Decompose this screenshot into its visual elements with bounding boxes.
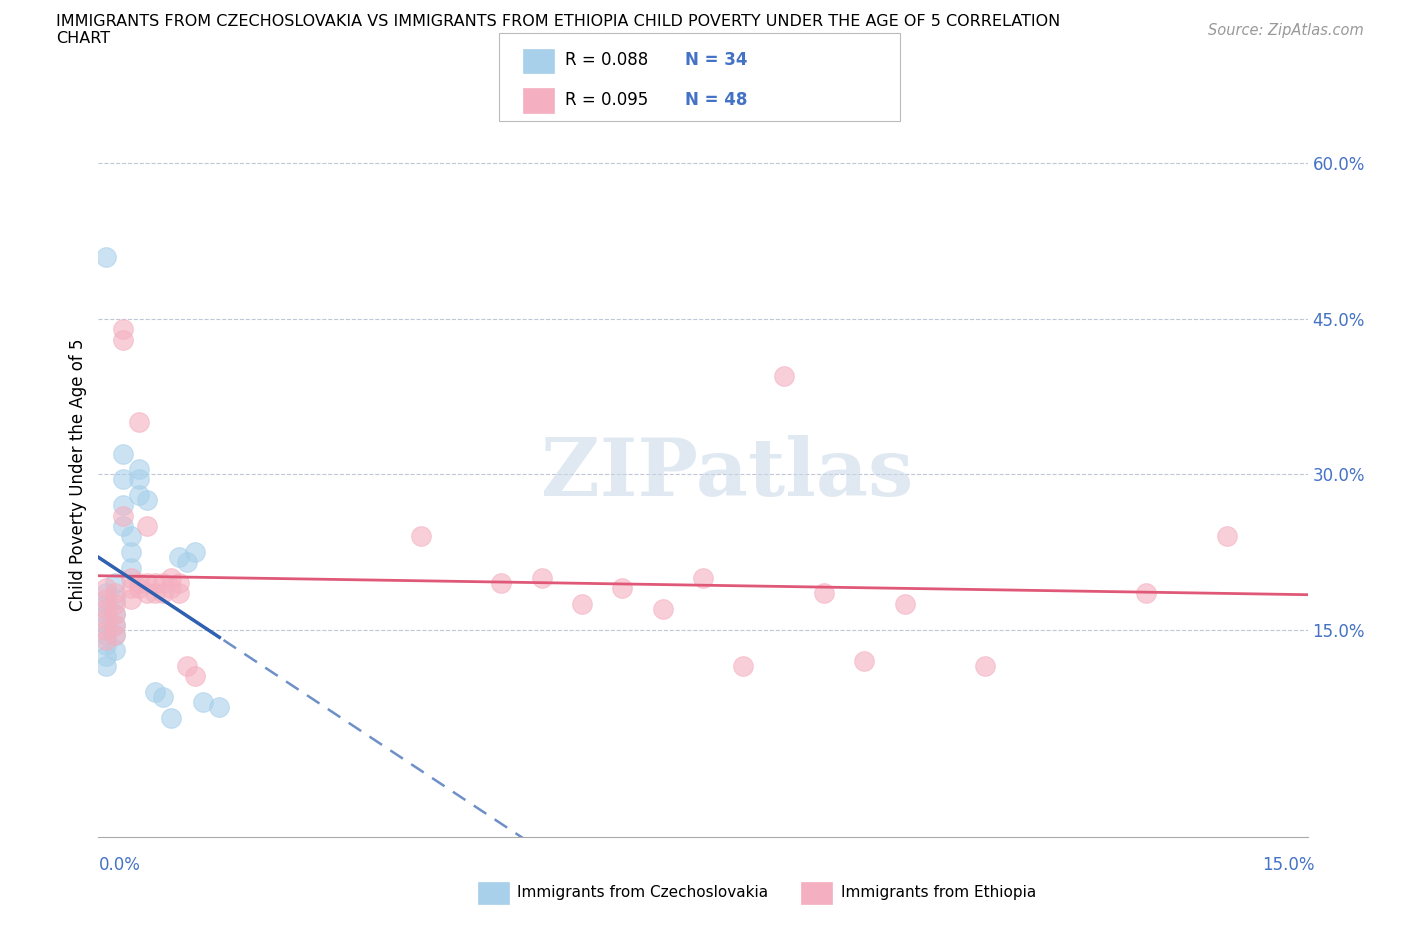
Point bbox=[128, 581, 150, 596]
Point bbox=[974, 658, 997, 673]
Point bbox=[152, 690, 174, 705]
Point bbox=[128, 576, 150, 591]
Point bbox=[491, 576, 513, 591]
Point bbox=[184, 669, 207, 684]
Point bbox=[143, 576, 166, 591]
Point bbox=[103, 596, 125, 611]
Text: N = 48: N = 48 bbox=[685, 90, 747, 109]
Point bbox=[96, 591, 118, 606]
Point bbox=[135, 493, 157, 508]
Point bbox=[103, 576, 125, 591]
Point bbox=[103, 628, 125, 643]
Point bbox=[96, 249, 118, 264]
Point bbox=[111, 446, 134, 461]
Point bbox=[103, 591, 125, 606]
Point bbox=[103, 618, 125, 632]
Point bbox=[96, 618, 118, 632]
Text: IMMIGRANTS FROM CZECHOSLOVAKIA VS IMMIGRANTS FROM ETHIOPIA CHILD POVERTY UNDER T: IMMIGRANTS FROM CZECHOSLOVAKIA VS IMMIGR… bbox=[56, 14, 1060, 46]
Point bbox=[128, 472, 150, 487]
Point bbox=[96, 586, 118, 601]
Point bbox=[120, 570, 142, 585]
Point bbox=[120, 560, 142, 575]
Point bbox=[135, 576, 157, 591]
Point bbox=[128, 461, 150, 476]
Point bbox=[96, 612, 118, 627]
Text: R = 0.088: R = 0.088 bbox=[565, 51, 648, 70]
Text: N = 34: N = 34 bbox=[685, 51, 747, 70]
Point bbox=[143, 684, 166, 699]
Point bbox=[96, 658, 118, 673]
Point bbox=[120, 529, 142, 544]
Point bbox=[530, 570, 553, 585]
Point bbox=[120, 545, 142, 560]
Point bbox=[160, 581, 183, 596]
Point bbox=[813, 586, 835, 601]
Point bbox=[167, 586, 190, 601]
Point bbox=[135, 586, 157, 601]
Point bbox=[128, 487, 150, 502]
Point bbox=[103, 628, 125, 643]
Point bbox=[96, 596, 118, 611]
Point bbox=[120, 581, 142, 596]
Point bbox=[111, 519, 134, 534]
Point bbox=[111, 322, 134, 337]
Point bbox=[111, 472, 134, 487]
Point bbox=[143, 586, 166, 601]
Point bbox=[135, 519, 157, 534]
Point bbox=[96, 632, 118, 647]
Point bbox=[772, 368, 794, 383]
Text: Immigrants from Ethiopia: Immigrants from Ethiopia bbox=[841, 885, 1036, 900]
Point bbox=[176, 658, 198, 673]
Point bbox=[96, 602, 118, 617]
Point bbox=[1135, 586, 1157, 601]
Point bbox=[96, 622, 118, 637]
Point bbox=[733, 658, 755, 673]
Point bbox=[176, 555, 198, 570]
Point bbox=[208, 700, 231, 715]
Point bbox=[128, 415, 150, 430]
Point bbox=[152, 576, 174, 591]
Point bbox=[692, 570, 714, 585]
Point bbox=[853, 654, 876, 669]
Point bbox=[409, 529, 432, 544]
Text: R = 0.095: R = 0.095 bbox=[565, 90, 648, 109]
Point bbox=[96, 648, 118, 663]
Point bbox=[612, 581, 634, 596]
Text: ZIPatlas: ZIPatlas bbox=[541, 435, 914, 513]
Point bbox=[103, 606, 125, 621]
Point bbox=[96, 581, 118, 596]
Text: Source: ZipAtlas.com: Source: ZipAtlas.com bbox=[1208, 23, 1364, 38]
Point bbox=[160, 711, 183, 725]
Point bbox=[1216, 529, 1239, 544]
Point bbox=[103, 586, 125, 601]
Text: 0.0%: 0.0% bbox=[98, 856, 141, 873]
Point bbox=[160, 570, 183, 585]
Point bbox=[167, 550, 190, 565]
Text: Immigrants from Czechoslovakia: Immigrants from Czechoslovakia bbox=[517, 885, 769, 900]
Point bbox=[96, 606, 118, 621]
Point bbox=[96, 638, 118, 653]
Point bbox=[111, 509, 134, 524]
Point bbox=[103, 606, 125, 621]
Point bbox=[152, 586, 174, 601]
Point bbox=[103, 643, 125, 658]
Point bbox=[893, 596, 915, 611]
Point bbox=[111, 332, 134, 347]
Point bbox=[103, 618, 125, 632]
Point bbox=[651, 602, 673, 617]
Point bbox=[193, 695, 215, 710]
Text: 15.0%: 15.0% bbox=[1263, 856, 1315, 873]
Point bbox=[111, 498, 134, 512]
Y-axis label: Child Poverty Under the Age of 5: Child Poverty Under the Age of 5 bbox=[69, 338, 87, 611]
Point bbox=[571, 596, 593, 611]
Point bbox=[167, 576, 190, 591]
Point bbox=[96, 628, 118, 643]
Point bbox=[184, 545, 207, 560]
Point bbox=[120, 591, 142, 606]
